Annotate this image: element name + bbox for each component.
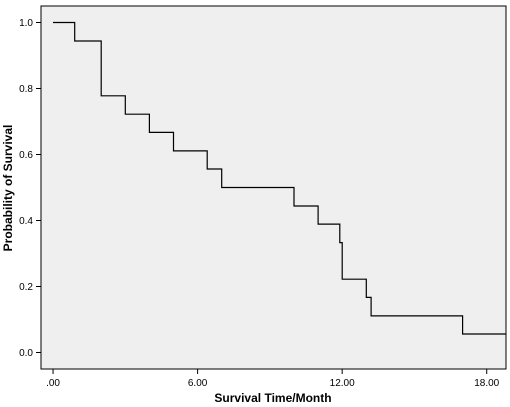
y-tick-label: 0.6 [19,150,33,161]
x-axis-title: Survival Time/Month [214,391,331,405]
y-tick-label: 0.0 [19,348,33,359]
survival-step-line [53,21,506,335]
y-tick-label: 0.8 [19,84,33,95]
x-tick-label: 6.00 [188,378,208,389]
survival-curve [53,21,506,335]
y-axis-title: Probability of Survival [1,125,15,252]
x-axis: .00 6.00 12.00 18.00 [46,369,500,389]
y-axis: 0.0 0.2 0.4 0.6 0.8 1.0 [19,18,41,359]
y-tick-label: 0.2 [19,282,33,293]
y-tick-label: 0.4 [19,216,33,227]
x-tick-label: 18.00 [474,378,499,389]
x-tick-label: 12.00 [330,378,355,389]
x-tick-label: .00 [46,378,60,389]
y-tick-label: 1.0 [19,18,33,29]
